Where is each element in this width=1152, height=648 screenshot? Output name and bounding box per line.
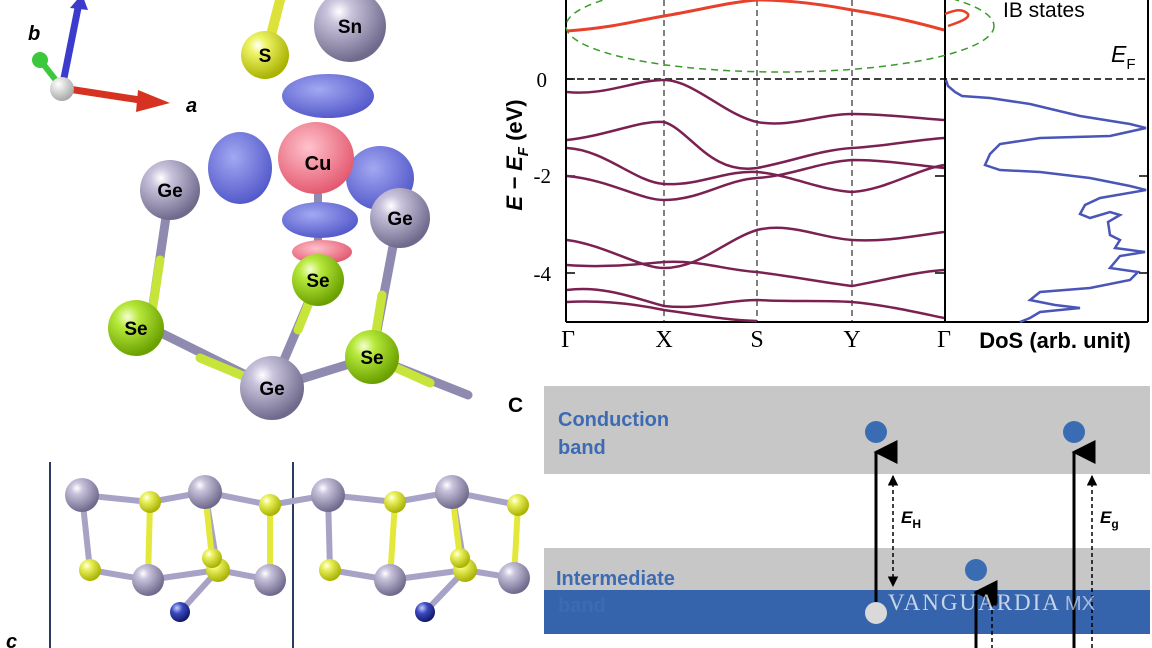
ib-states-label: IB states [1003, 0, 1085, 22]
intermediate-band-label-2: band [558, 595, 606, 617]
electron-1 [865, 421, 887, 443]
axis-triad: b a [28, 0, 197, 117]
eg-label: Eg [1100, 508, 1119, 531]
kpoint-gamma-1: Γ [561, 327, 575, 353]
dos-axis-label: DoS (arb. unit) [979, 328, 1131, 353]
hole-1 [865, 602, 887, 624]
kpoint-x: X [655, 327, 672, 353]
watermark: VANGUARDIA MX [888, 590, 1095, 616]
atom-sn [314, 0, 386, 62]
atom-se-2 [108, 300, 164, 356]
panel-letter-c: C [508, 394, 523, 417]
atom-ge-3 [240, 356, 304, 420]
band-y-axis-title: E − EF (eV) [502, 99, 532, 210]
y-tick-0: 0 [537, 68, 548, 92]
band-structure-panel: E − EF (eV) 0 -2 -4 [502, 0, 1149, 353]
electron-2 [1063, 421, 1085, 443]
conduction-band-label-2: band [558, 437, 606, 459]
atom-s [241, 31, 289, 79]
atom-se-3-label: Se [360, 348, 383, 369]
electron-3 [965, 559, 987, 581]
kpoint-y: Y [843, 327, 860, 353]
atom-s-label: S [259, 46, 272, 67]
eh-label: EH [901, 508, 921, 531]
lattice-panel: c [6, 462, 530, 648]
intermediate-gap-region [544, 548, 1150, 590]
watermark-suffix: MX [1064, 593, 1095, 615]
atom-se-3 [345, 330, 399, 384]
kpoint-s: S [750, 327, 763, 353]
structure-panel: b a [28, 0, 473, 420]
atom-ge-1 [140, 160, 200, 220]
watermark-text: VANGUARDIA [888, 590, 1061, 615]
y-tick-neg4: -4 [534, 262, 552, 286]
axis-label-a: a [186, 95, 197, 117]
intermediate-band-label-1: Intermediate [556, 568, 675, 590]
fermi-label: EF [1111, 41, 1136, 73]
conduction-band-label-1: Conduction [558, 409, 669, 431]
axis-label-c: c [6, 631, 17, 648]
atom-ge-2 [370, 188, 430, 248]
atoms: Sn S Cu Ge Ge Se Se Se Ge [108, 0, 430, 420]
atom-ge-2-label: Ge [387, 209, 412, 230]
atom-se-1 [292, 254, 344, 306]
kpoint-gamma-2: Γ [937, 327, 951, 353]
atom-sn-label: Sn [338, 17, 362, 38]
axis-label-b: b [28, 23, 40, 45]
atom-ge-3-label: Ge [259, 379, 284, 400]
atom-ge-1-label: Ge [157, 181, 182, 202]
atom-se-2-label: Se [124, 319, 147, 340]
intermediate-band [544, 590, 1150, 634]
lattice-atoms [65, 475, 530, 622]
band-schematic-panel: C Conduction band Intermediate band EH E… [508, 386, 1150, 648]
conduction-band [544, 386, 1150, 474]
y-tick-neg2: -2 [534, 164, 552, 188]
atom-se-1-label: Se [306, 271, 329, 292]
atom-cu-label: Cu [305, 153, 332, 175]
